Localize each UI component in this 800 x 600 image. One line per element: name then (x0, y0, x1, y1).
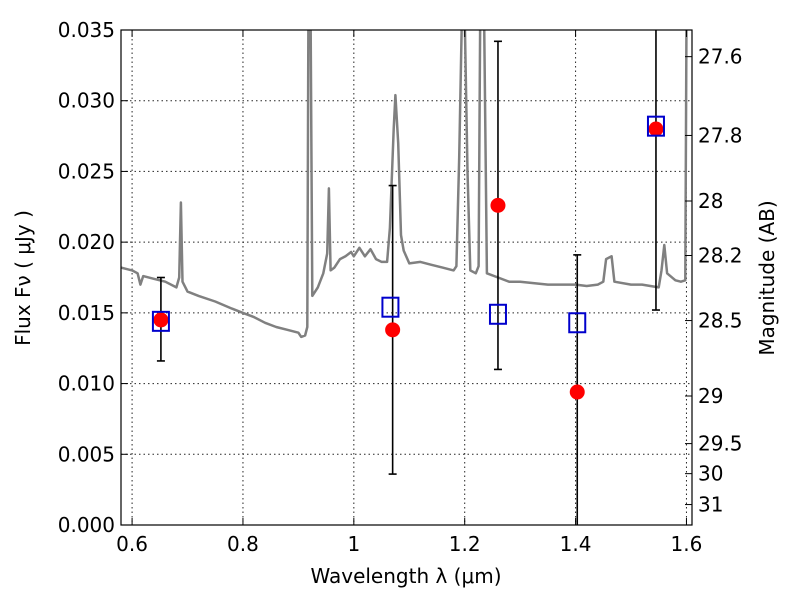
tick-labels: 0.6 0.8 1 1.2 1.4 1.6 0.000 0.005 0.010 0.015 0.02… (58, 18, 743, 556)
observed-points (153, 121, 664, 400)
model-point (151, 310, 170, 332)
y-tick-label: 0.005 (58, 442, 115, 466)
x-tick-label: 1 (347, 532, 360, 556)
x-tick-label: 0.6 (116, 532, 148, 556)
plot-frame (120, 29, 693, 526)
observed-point (648, 121, 664, 137)
x-tick-label: 1.6 (671, 532, 703, 556)
right-tick-label: 29 (698, 384, 723, 408)
y-tick-label: 0.025 (58, 159, 115, 183)
observed-point (385, 322, 401, 338)
y-tick-label: 0.000 (58, 513, 115, 537)
right-tick-label: 28.2 (698, 243, 743, 267)
model-point (568, 312, 587, 334)
x-axis-label: Wavelength λ (μm) (310, 564, 501, 588)
right-tick-label: 28 (698, 189, 723, 213)
observed-point (153, 312, 169, 328)
observed-point (490, 197, 506, 213)
right-tick-label: 29.5 (698, 432, 743, 456)
x-tick-label: 1.4 (560, 532, 592, 556)
y-tick-label: 0.010 (58, 372, 115, 396)
model-point (488, 303, 507, 325)
right-tick-label: 30 (698, 462, 723, 486)
template-spectrum-line (121, 30, 688, 339)
axis-ticks (121, 29, 692, 526)
y-tick-label: 0.030 (58, 89, 115, 113)
model-points (151, 115, 665, 334)
y-axis-label: Flux Fν ( μJy ) (11, 210, 35, 346)
y-tick-label: 0.020 (58, 230, 115, 254)
observed-point (569, 384, 585, 400)
x-tick-label: 1.2 (449, 532, 481, 556)
right-tick-label: 31 (698, 493, 723, 517)
right-tick-label: 27.6 (698, 45, 743, 69)
y-tick-label: 0.035 (58, 18, 115, 42)
model-point (646, 115, 665, 137)
right-tick-label: 28.5 (698, 309, 743, 333)
right-axis-label: Magnitude (AB) (755, 200, 779, 355)
x-tick-label: 0.8 (227, 532, 259, 556)
model-point (381, 296, 400, 318)
right-tick-label: 27.8 (698, 123, 743, 147)
y-tick-label: 0.015 (58, 301, 115, 325)
template-spectrum (121, 30, 688, 339)
grid (121, 29, 692, 526)
error-bars (156, 30, 660, 525)
